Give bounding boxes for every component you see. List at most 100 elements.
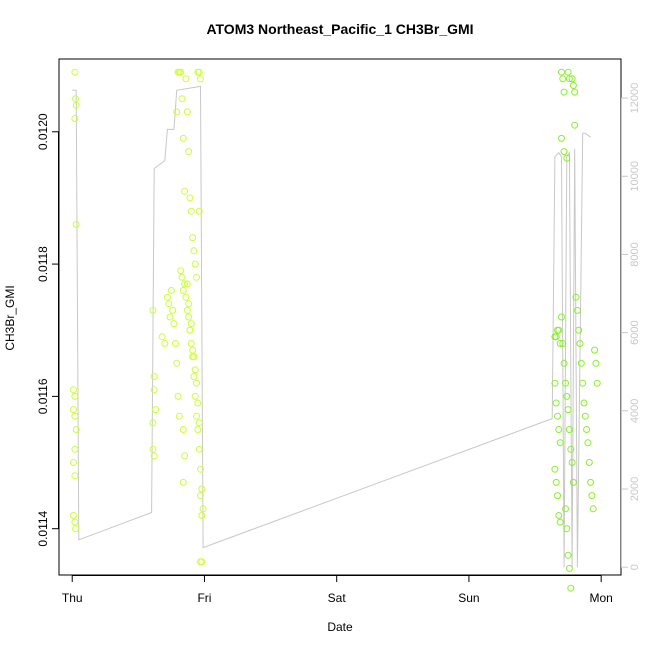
data-point bbox=[560, 88, 568, 96]
data-point bbox=[193, 379, 200, 387]
data-point bbox=[572, 293, 580, 301]
data-point bbox=[150, 373, 158, 380]
data-point bbox=[183, 306, 191, 314]
data-point bbox=[72, 525, 79, 533]
data-point bbox=[583, 426, 591, 433]
data-point bbox=[558, 313, 565, 321]
data-point bbox=[149, 306, 157, 314]
data-point bbox=[591, 346, 599, 354]
data-point bbox=[70, 386, 77, 394]
data-point bbox=[189, 234, 197, 242]
data-point bbox=[569, 82, 577, 89]
data-point bbox=[556, 439, 564, 447]
data-point bbox=[169, 306, 177, 314]
data-point bbox=[158, 333, 166, 341]
data-point bbox=[567, 445, 575, 453]
y2-tick-label: 8000 bbox=[629, 242, 641, 266]
data-point bbox=[71, 472, 79, 480]
data-point bbox=[191, 366, 199, 374]
data-point bbox=[555, 426, 563, 433]
data-point bbox=[187, 207, 195, 215]
data-point bbox=[166, 313, 174, 321]
data-point bbox=[556, 518, 564, 526]
data-point bbox=[563, 525, 571, 533]
data-point bbox=[71, 412, 79, 420]
data-point bbox=[552, 399, 560, 407]
y2-tick-label: 0 bbox=[629, 564, 641, 570]
data-point bbox=[72, 220, 80, 228]
data-point bbox=[165, 300, 173, 308]
data-point bbox=[567, 584, 575, 592]
data-point bbox=[70, 406, 77, 414]
y-axis-label: CH3Br_GMI bbox=[3, 285, 17, 350]
data-point bbox=[186, 326, 194, 334]
data-point bbox=[559, 75, 567, 83]
data-point bbox=[197, 75, 204, 83]
data-point bbox=[179, 478, 187, 486]
data-point bbox=[589, 505, 597, 513]
data-point bbox=[195, 445, 203, 453]
data-point bbox=[186, 194, 194, 202]
data-point bbox=[71, 392, 79, 400]
altitude-line-layer bbox=[72, 85, 591, 568]
data-point bbox=[72, 95, 79, 103]
data-point bbox=[568, 75, 576, 83]
x-tick-label: Sun bbox=[458, 591, 479, 605]
data-point bbox=[189, 346, 197, 354]
data-point bbox=[194, 426, 202, 433]
data-point bbox=[197, 465, 204, 473]
data-point bbox=[194, 399, 202, 407]
data-point bbox=[187, 320, 195, 328]
y2-tick-label: 12000 bbox=[629, 83, 641, 114]
data-point bbox=[554, 412, 561, 420]
data-point bbox=[187, 340, 195, 347]
data-point bbox=[150, 452, 158, 460]
data-point bbox=[173, 359, 181, 367]
data-point bbox=[70, 512, 77, 519]
data-point bbox=[198, 485, 206, 493]
x-axis-label: Date bbox=[327, 620, 353, 634]
data-point bbox=[571, 121, 579, 129]
data-point bbox=[552, 478, 560, 486]
data-point bbox=[170, 320, 178, 328]
y2-tick-label: 10000 bbox=[629, 161, 641, 192]
data-point bbox=[185, 300, 193, 308]
data-point bbox=[575, 326, 583, 334]
data-point bbox=[179, 287, 187, 294]
data-point bbox=[563, 392, 571, 400]
data-point bbox=[559, 340, 567, 347]
data-point bbox=[199, 505, 207, 513]
x-tick-label: Sat bbox=[328, 591, 347, 605]
data-point bbox=[190, 247, 198, 255]
data-point bbox=[190, 353, 198, 361]
data-point bbox=[149, 419, 157, 427]
data-point bbox=[150, 386, 158, 394]
data-point bbox=[569, 478, 577, 486]
data-point bbox=[193, 412, 200, 420]
data-point bbox=[177, 267, 185, 275]
data-point bbox=[573, 306, 581, 314]
x-tick-label: Thu bbox=[62, 591, 83, 605]
data-point bbox=[193, 273, 200, 281]
data-point bbox=[71, 115, 79, 122]
data-point bbox=[173, 108, 181, 116]
y-tick-label: 0.0114 bbox=[36, 510, 50, 546]
data-point bbox=[562, 505, 569, 513]
data-point bbox=[167, 287, 175, 294]
data-point bbox=[72, 101, 80, 109]
data-point bbox=[588, 492, 596, 500]
data-point bbox=[198, 512, 206, 519]
data-point bbox=[564, 406, 572, 414]
data-point bbox=[584, 439, 592, 447]
plot-frame bbox=[58, 58, 622, 576]
data-point bbox=[179, 426, 187, 433]
data-point bbox=[198, 558, 206, 566]
data-point bbox=[178, 273, 186, 281]
data-point bbox=[556, 340, 564, 347]
data-point bbox=[581, 412, 589, 420]
data-point bbox=[71, 445, 79, 453]
y-axis: 0.0114 0.0116 0.0118 0.0120 bbox=[36, 113, 59, 547]
data-point bbox=[182, 293, 190, 301]
data-point bbox=[562, 379, 569, 387]
chart-title: ATOM3 Northeast_Pacific_1 CH3Br_GMI bbox=[206, 21, 473, 37]
